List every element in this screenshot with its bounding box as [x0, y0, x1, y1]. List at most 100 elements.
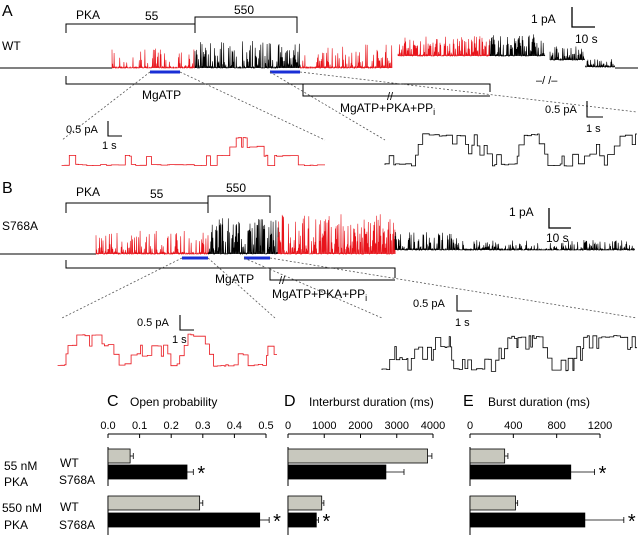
scale-bar-b	[548, 208, 571, 229]
x-tick-label: 0	[285, 420, 291, 432]
zoom-line-a2	[179, 71, 326, 141]
mutant-bar	[107, 512, 261, 528]
x-tick-label: 0.4	[227, 420, 242, 432]
current-trace-b	[0, 214, 635, 256]
panel-c-label: C	[107, 393, 119, 410]
inset-current-b-left: 0.5 pA	[137, 317, 169, 329]
burst-duration-chart: Burst duration (ms) 0 400 800 1200 * *	[467, 395, 636, 535]
row-low-conc: 55 nM	[4, 459, 37, 473]
inset-trace-a-right	[384, 133, 637, 167]
zoom-line-a1	[61, 71, 151, 141]
x-tick-label: 2000	[348, 420, 372, 432]
pka-label-a: PKA	[76, 8, 100, 22]
row-high-pka: PKA	[4, 518, 28, 532]
pka-label-b: PKA	[76, 185, 100, 199]
wt-bar	[469, 448, 506, 464]
zoom-line-b4	[269, 257, 638, 319]
inset-time-a-right: 1 s	[586, 123, 601, 135]
inset-trace-b-right	[381, 335, 637, 372]
row-high-mutant: S768A	[59, 518, 95, 532]
zoom-line-b1	[61, 257, 183, 319]
x-tick-label: 0.2	[164, 420, 179, 432]
inset-scale-b-right	[456, 295, 472, 312]
break-mark-a1: //	[387, 91, 394, 103]
pka-550-label-a: 550	[234, 3, 254, 17]
mgatp-label-b: MgATP	[215, 272, 254, 286]
mutant-bar	[287, 464, 387, 480]
x-tick-label: 3000	[385, 420, 409, 432]
pka-55-bracket-b	[65, 202, 209, 213]
panel-e-label: E	[463, 393, 474, 410]
inset-scale-a-left	[107, 121, 122, 137]
x-tick-label: 0.3	[195, 420, 210, 432]
inset-current-a-right: 0.5 pA	[545, 104, 577, 116]
mutant-bar	[469, 464, 572, 480]
inset-time-b-left: 1 s	[172, 334, 187, 346]
significance-marker: *	[322, 511, 330, 533]
break-mark-b: //	[279, 275, 286, 287]
inset-time-b-right: 1 s	[455, 317, 470, 329]
mutant-row-label: S768A	[2, 219, 38, 233]
inset-scale-b-left	[179, 315, 194, 331]
row-low-mutant: S768A	[59, 473, 95, 487]
significance-marker: *	[599, 463, 607, 485]
inset-time-a-left: 1 s	[102, 140, 117, 152]
zoom-line-b3	[243, 257, 383, 319]
scale-time-b: 10 s	[546, 231, 569, 245]
wt-bar	[107, 495, 201, 511]
wt-bar	[287, 448, 428, 464]
row-low-pka: PKA	[4, 475, 28, 489]
panel-a-label: A	[2, 3, 13, 20]
chart-title: Burst duration (ms)	[488, 395, 590, 409]
x-tick-label: 4000	[421, 420, 445, 432]
mix-label-a: MgATP+PKA+PPi	[340, 101, 435, 117]
mutant-bar	[469, 512, 586, 528]
mix-bracket-a	[302, 84, 490, 97]
panel-d-label: D	[284, 393, 296, 410]
significance-marker: *	[273, 511, 281, 533]
mix-label-b: MgATP+PKA+PPi	[272, 287, 367, 303]
inset-trace-a-left	[61, 137, 325, 166]
row-high-wt: WT	[60, 500, 79, 514]
significance-marker: *	[628, 511, 636, 533]
x-tick-label: 0.5	[258, 420, 273, 432]
x-tick-label: 0.0	[100, 420, 115, 432]
x-tick-label: 400	[504, 420, 522, 432]
mutant-bar	[107, 464, 188, 480]
mgatp-label-a: MgATP	[142, 88, 181, 102]
x-tick-label: 1000	[312, 420, 336, 432]
open-probability-chart: Open probability 0.0 0.1 0.2 0.3 0.4 0.5 * *	[100, 395, 281, 535]
wt-row-label: WT	[2, 39, 21, 53]
break-mark-a2: –/ /–	[536, 75, 558, 87]
scale-time-a: 10 s	[575, 32, 598, 46]
mutant-bar	[287, 512, 317, 528]
x-tick-label: 0.1	[132, 420, 147, 432]
pka-55-label-a: 55	[145, 9, 159, 23]
pka-55-label-b: 55	[150, 187, 164, 201]
mgatp-bracket-b	[65, 260, 396, 278]
significance-marker: *	[197, 463, 205, 485]
scale-current-b: 1 pA	[509, 205, 534, 219]
wt-bar	[287, 495, 323, 511]
scale-bar-a	[571, 7, 595, 28]
interburst-duration-chart: Interburst duration (ms) 0 1000 2000 3000 400…	[285, 395, 445, 535]
pka-550-label-b: 550	[226, 181, 246, 195]
panel-b-label: B	[2, 180, 13, 197]
zoom-line-a4	[299, 71, 638, 113]
scale-current-a: 1 pA	[531, 12, 556, 26]
mgatp-bracket-a	[65, 76, 491, 92]
chart-title: Open probability	[130, 395, 217, 409]
current-trace-a	[0, 34, 638, 70]
row-low-wt: WT	[60, 456, 79, 470]
wt-bar	[469, 495, 516, 511]
inset-current-b-right: 0.5 pA	[413, 298, 445, 310]
x-tick-label: 1200	[588, 420, 612, 432]
pka-550-bracket-a	[194, 16, 298, 33]
zoom-line-b2	[207, 257, 276, 319]
pka-55-bracket-a	[65, 23, 196, 33]
wt-bar	[107, 448, 131, 464]
pka-550-bracket-b	[207, 195, 271, 213]
x-tick-label: 800	[547, 420, 565, 432]
chart-title: Interburst duration (ms)	[309, 395, 434, 409]
